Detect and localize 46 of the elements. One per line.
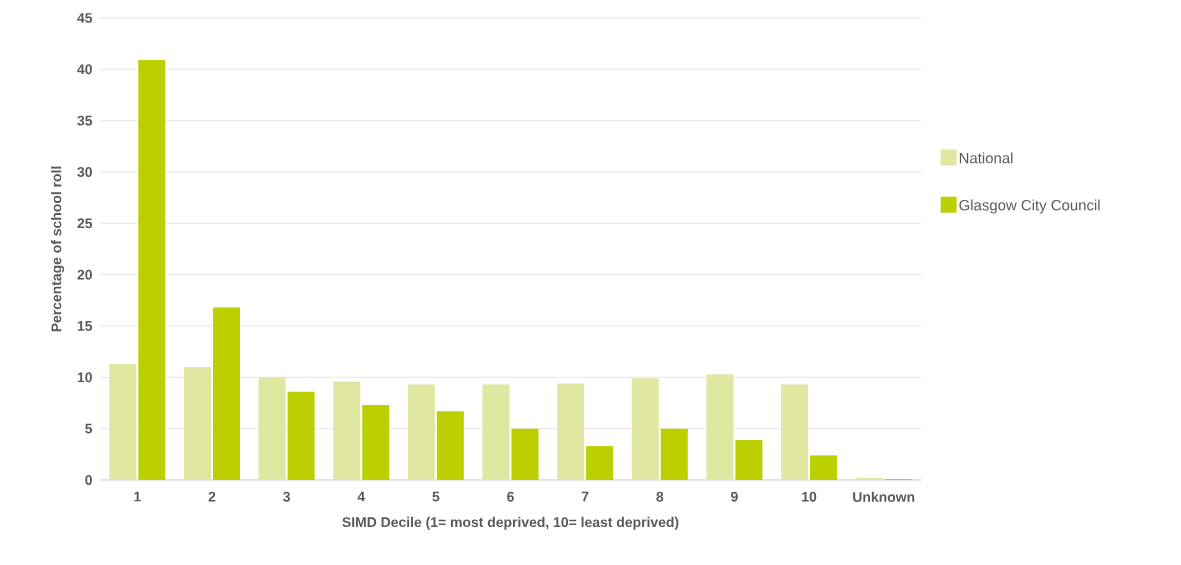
x-tick-label: 7 (581, 491, 589, 502)
bar (212, 307, 240, 480)
y-tick-label: 35 (77, 115, 93, 126)
bar (855, 477, 883, 480)
bar (810, 455, 838, 480)
y-tick-label: 30 (77, 167, 92, 177)
x-tick-label: 4 (357, 491, 366, 502)
bar (586, 446, 614, 480)
x-tick-label: 10 (802, 491, 817, 502)
x-tick-label: 5 (432, 491, 440, 502)
bar (511, 428, 539, 480)
bar (333, 381, 361, 480)
y-tick-label: 25 (77, 218, 93, 229)
legend-label: National (959, 152, 1013, 164)
bar (735, 439, 763, 480)
y-tick-label: 45 (77, 13, 93, 23)
bar (557, 383, 585, 480)
y-tick-label: 0 (85, 475, 92, 485)
x-tick-label: 8 (656, 491, 664, 502)
legend-label: Glasgow City Council (959, 199, 1100, 214)
y-tick-label: 40 (77, 64, 92, 75)
bar (362, 405, 390, 480)
x-tick-label: 6 (507, 491, 514, 502)
y-axis-title: Percentage of school roll (51, 166, 65, 332)
y-tick-label: 10 (77, 372, 92, 383)
x-tick-label: Unknown (853, 491, 915, 502)
bar (138, 60, 166, 480)
x-tick-label: 3 (283, 491, 290, 502)
bar (660, 428, 688, 480)
bar (287, 391, 315, 480)
bar (631, 378, 659, 480)
y-tick-label: 5 (85, 423, 93, 434)
bar (258, 377, 286, 480)
bar (109, 363, 137, 480)
x-tick-label: 9 (731, 491, 738, 502)
bar (706, 374, 734, 480)
bar (183, 367, 211, 480)
y-tick-label: 15 (77, 321, 93, 331)
bar (482, 384, 510, 480)
x-axis-title: SIMD Decile (1= most deprived, 10= least deprived) (342, 516, 679, 530)
x-tick-label: 1 (134, 491, 141, 502)
x-tick-label: 2 (208, 491, 216, 502)
y-tick-label: 20 (77, 269, 92, 280)
bar (781, 384, 809, 480)
bar (407, 384, 435, 480)
bar (436, 411, 464, 480)
